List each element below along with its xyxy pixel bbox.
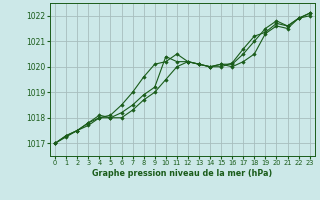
X-axis label: Graphe pression niveau de la mer (hPa): Graphe pression niveau de la mer (hPa): [92, 169, 273, 178]
